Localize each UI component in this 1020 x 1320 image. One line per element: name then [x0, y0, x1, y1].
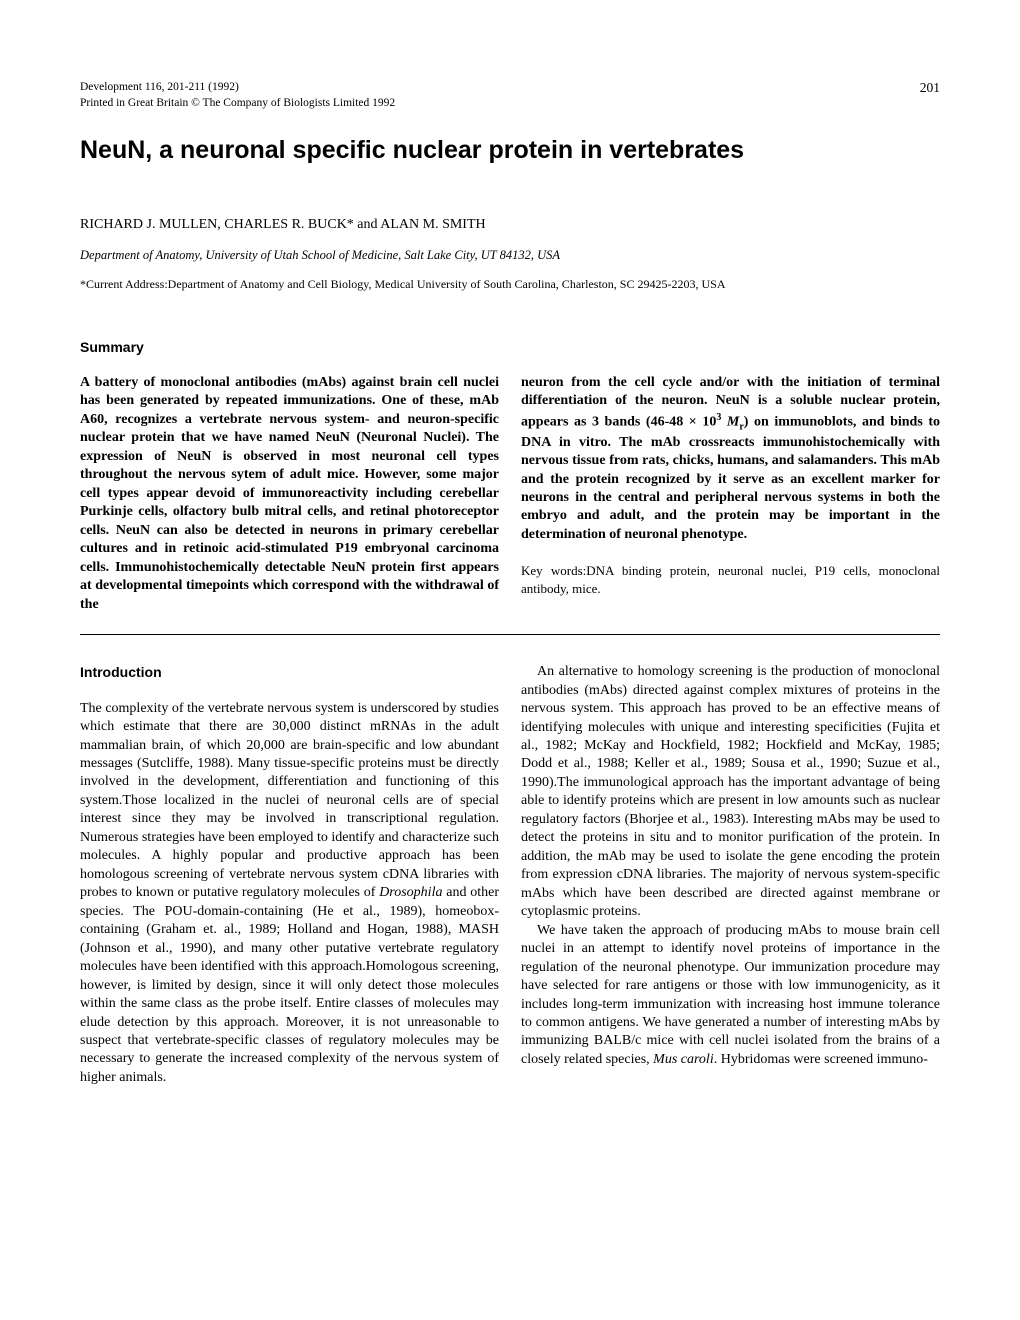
- summary-text-right-part2: ) on immunoblots, and binds to DNA in vi…: [521, 415, 940, 542]
- intro-p1-part2: and other species. The POU-domain-contai…: [80, 885, 499, 1085]
- mr-m: M: [727, 415, 739, 430]
- summary-text-left: A battery of monoclonal antibodies (mAbs…: [80, 375, 499, 612]
- mus-caroli-italic: Mus caroli: [653, 1052, 714, 1067]
- journal-copyright: Printed in Great Britain © The Company o…: [80, 96, 395, 112]
- summary-heading: Summary: [80, 339, 940, 356]
- drosophila-italic: Drosophila: [379, 885, 442, 900]
- journal-citation: Development 116, 201-211 (1992): [80, 80, 395, 96]
- journal-header: Development 116, 201-211 (1992) Printed …: [80, 80, 940, 111]
- page-number: 201: [920, 80, 940, 96]
- summary-columns: A battery of monoclonal antibodies (mAbs…: [80, 374, 940, 614]
- summary-col-right: neuron from the cell cycle and/or with t…: [521, 374, 940, 614]
- intro-p3-part1: We have taken the approach of producing …: [521, 923, 940, 1067]
- introduction-section: Introduction The complexity of the verte…: [80, 663, 940, 1087]
- article-title: NeuN, a neuronal specific nuclear protei…: [80, 135, 940, 165]
- current-address: *Current Address:Department of Anatomy a…: [80, 277, 940, 291]
- intro-col-left: Introduction The complexity of the verte…: [80, 663, 499, 1087]
- summary-col-left: A battery of monoclonal antibodies (mAbs…: [80, 374, 499, 614]
- summary-section: Summary A battery of monoclonal antibodi…: [80, 339, 940, 614]
- intro-paragraph-2: An alternative to homology screening is …: [521, 663, 940, 922]
- authors: RICHARD J. MULLEN, CHARLES R. BUCK* and …: [80, 217, 940, 234]
- superscript-3: 3: [716, 412, 721, 423]
- introduction-heading: Introduction: [80, 663, 499, 681]
- intro-p3-part2: . Hybridomas were screened immuno-: [714, 1052, 928, 1067]
- intro-p1-part1: The complexity of the vertebrate nervous…: [80, 701, 499, 901]
- intro-paragraph-3: We have taken the approach of producing …: [521, 922, 940, 1070]
- intro-col-right: An alternative to homology screening is …: [521, 663, 940, 1087]
- journal-info: Development 116, 201-211 (1992) Printed …: [80, 80, 395, 111]
- affiliation: Department of Anatomy, University of Uta…: [80, 248, 940, 263]
- keywords: Key words:DNA binding protein, neuronal …: [521, 562, 940, 597]
- section-divider: [80, 634, 940, 635]
- intro-paragraph-1: The complexity of the vertebrate nervous…: [80, 700, 499, 1088]
